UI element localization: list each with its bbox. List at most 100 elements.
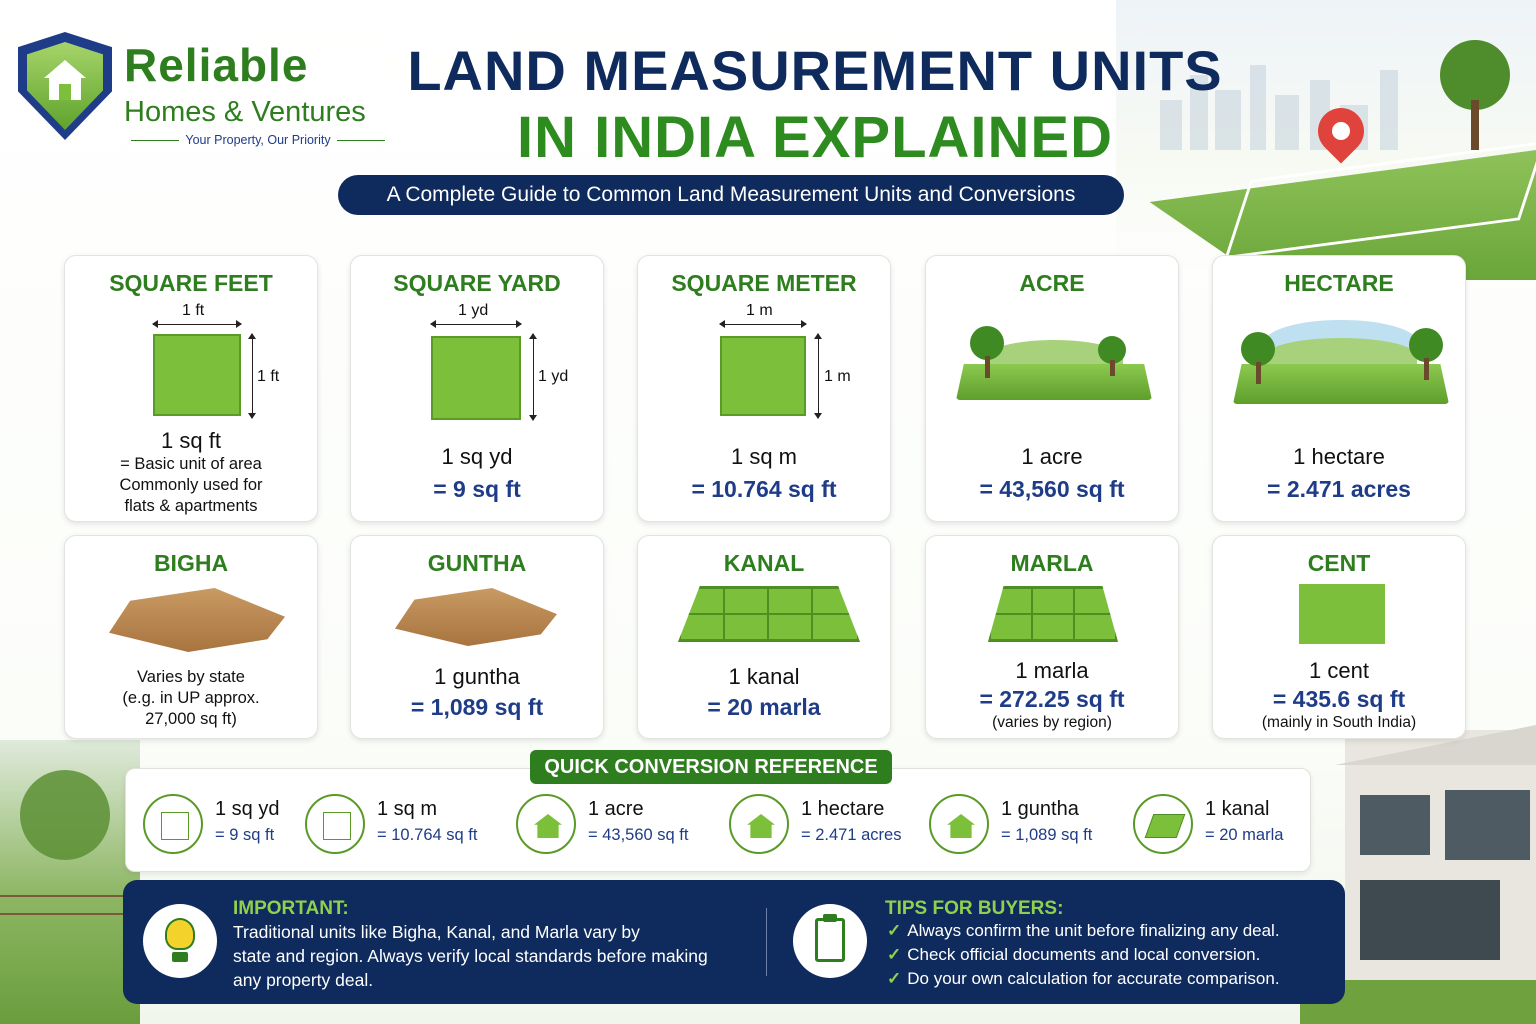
card-hectare: HECTARE 1 hectare = 2.471 acres: [1212, 255, 1466, 522]
card-kanal: KANAL 1 kanal = 20 marla: [637, 535, 891, 739]
unit-conversion: = 2.471 acres: [1267, 476, 1411, 502]
kanal-plot-image: [678, 586, 860, 642]
brand-tagline: Your Property, Our Priority: [124, 133, 392, 147]
tree-trunk: [1110, 360, 1115, 376]
clipboard-checklist-icon: [793, 904, 867, 978]
card-title: GUNTHA: [427, 550, 527, 576]
house-icon: [747, 814, 775, 838]
unit-desc: Varies by state: [137, 668, 245, 686]
square-yard-icon: [143, 794, 203, 854]
dimension-label: 1 m: [824, 368, 851, 385]
field-image: [1233, 364, 1449, 404]
tree-trunk: [1471, 100, 1479, 150]
unit-value: 1 kanal: [728, 664, 800, 689]
qc-value: = 43,560 sq ft: [588, 826, 689, 844]
qc-unit: 1 guntha: [1001, 798, 1079, 820]
unit-desc: (e.g. in UP approx.: [122, 689, 260, 707]
brand-tagline-text: Your Property, Our Priority: [185, 133, 331, 147]
card-guntha: GUNTHA 1 guntha = 1,089 sq ft: [350, 535, 604, 739]
qc-value: = 10.764 sq ft: [377, 826, 478, 844]
important-text: any property deal.: [233, 970, 374, 990]
quick-conversion-item: 1 guntha = 1,089 sq ft: [929, 794, 1139, 854]
unit-conversion: = 43,560 sq ft: [979, 476, 1125, 502]
important-heading: IMPORTANT:: [233, 898, 349, 919]
house-icon: [534, 814, 562, 838]
card-title: CENT: [1307, 550, 1371, 576]
divider: [766, 908, 767, 976]
height-arrow-icon: [248, 333, 256, 419]
qc-unit: 1 sq m: [377, 798, 438, 820]
tips-heading: TIPS FOR BUYERS:: [885, 898, 1064, 919]
dimension-label: 1 yd: [458, 302, 489, 319]
quick-conversion-item: 1 acre = 43,560 sq ft: [516, 794, 726, 854]
unit-square: [431, 336, 521, 420]
quick-conversion-item: 1 sq m = 10.764 sq ft: [305, 794, 515, 854]
width-arrow-icon: [152, 320, 242, 328]
brand-name: Reliable: [124, 39, 309, 91]
lightbulb-icon: [143, 904, 217, 978]
unit-square: [720, 336, 806, 416]
width-arrow-icon: [719, 320, 807, 328]
card-title: MARLA: [1010, 550, 1094, 576]
square-meter-icon: [305, 794, 365, 854]
dimension-label: 1 yd: [538, 368, 569, 385]
house-icon: [947, 814, 975, 838]
tip-text: Do your own calculation for accurate com…: [907, 969, 1280, 988]
important-text: Traditional units like Bigha, Kanal, and…: [233, 922, 640, 942]
unit-desc: flats & apartments: [124, 497, 258, 515]
unit-value: 1 sq m: [730, 444, 798, 469]
square-outline-icon: [323, 812, 351, 840]
tree-icon: [1241, 332, 1275, 366]
clipboard-body: [815, 918, 845, 962]
marla-plot-image: [988, 586, 1118, 642]
card-title: SQUARE YARD: [393, 270, 561, 296]
card-square-meter: SQUARE METER 1 m 1 m 1 sq m = 10.764 sq …: [637, 255, 891, 522]
page-subtitle: A Complete Guide to Common Land Measurem…: [338, 175, 1124, 215]
qc-value: = 1,089 sq ft: [1001, 826, 1093, 844]
qc-unit: 1 acre: [588, 798, 644, 820]
tree-trunk: [1256, 362, 1261, 384]
acre-land-image: [956, 326, 1152, 410]
plot-divider: [991, 613, 1115, 615]
card-cent: CENT 1 cent = 435.6 sq ft (mainly in Sou…: [1212, 535, 1466, 739]
qc-value: = 20 marla: [1205, 826, 1284, 844]
tip-item: ✓ Always confirm the unit before finalizi…: [887, 921, 1280, 941]
tree-image: [1440, 40, 1510, 110]
unit-desc: 27,000 sq ft): [145, 710, 237, 728]
check-icon: ✓: [887, 921, 902, 940]
unit-conversion: = 272.25 sq ft: [979, 686, 1125, 712]
unit-value: 1 sq ft: [161, 428, 221, 453]
card-title: ACRE: [1019, 270, 1085, 296]
unit-desc: Commonly used for: [119, 476, 263, 494]
clipboard-clip: [823, 914, 837, 922]
bulb-base: [172, 952, 188, 962]
bulb-glass: [165, 918, 195, 950]
check-icon: ✓: [887, 945, 902, 964]
unit-square: [153, 334, 241, 416]
card-marla: MARLA 1 marla = 272.25 sq ft (varies by …: [925, 535, 1179, 739]
unit-value: 1 sq yd: [441, 444, 513, 469]
plot-divider: [681, 613, 857, 615]
unit-square: [1299, 584, 1385, 644]
unit-conversion: = 20 marla: [707, 694, 821, 720]
hectare-land-image: [1233, 320, 1449, 412]
unit-conversion: = 1,089 sq ft: [410, 694, 544, 720]
page-title-line2: IN INDIA EXPLAINED: [517, 105, 1113, 170]
card-title: SQUARE FEET: [109, 270, 273, 296]
unit-value: 1 acre: [1021, 444, 1083, 469]
width-arrow-icon: [430, 320, 522, 328]
info-panel: IMPORTANT: Traditional units like Bigha,…: [123, 880, 1345, 1004]
unit-note: (mainly in South India): [1261, 714, 1417, 731]
card-title: KANAL: [723, 550, 805, 576]
hectare-house-icon: [729, 794, 789, 854]
qc-value: = 2.471 acres: [801, 826, 902, 844]
tree-image: [20, 770, 110, 860]
dimension-label: 1 m: [746, 302, 773, 319]
unit-value: 1 marla: [1015, 658, 1089, 683]
acre-house-icon: [516, 794, 576, 854]
tip-item: ✓ Do your own calculation for accurate co…: [887, 969, 1280, 989]
tree-trunk: [985, 356, 990, 378]
tree-icon: [970, 326, 1004, 360]
dimension-label: 1 ft: [257, 368, 280, 385]
card-title: HECTARE: [1284, 270, 1394, 296]
